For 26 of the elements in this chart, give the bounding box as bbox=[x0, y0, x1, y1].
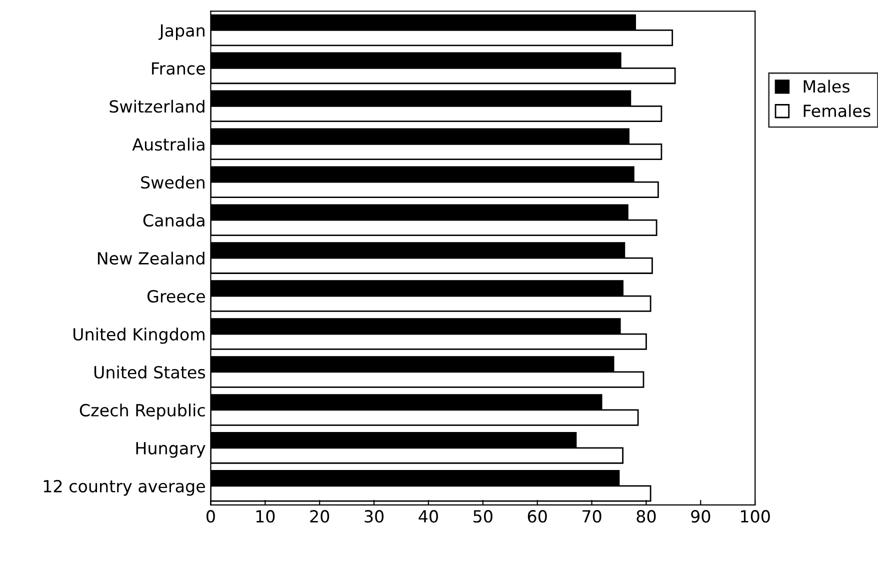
y-tick-label: Hungary bbox=[136, 442, 206, 458]
y-tick-label: Sweden bbox=[141, 176, 204, 189]
legend-label: Males bbox=[804, 80, 850, 93]
x-tick-label: 20 bbox=[310, 510, 330, 523]
x-tick-label: 50 bbox=[474, 510, 492, 523]
x-tick-label: 70 bbox=[582, 510, 602, 523]
y-tick-label: Greece bbox=[147, 290, 205, 303]
x-tick-label: 10 bbox=[256, 510, 275, 523]
y-tick-label: Switzerland bbox=[110, 100, 204, 113]
x-tick-label: 80 bbox=[636, 510, 656, 523]
y-tick-label: United States bbox=[94, 366, 206, 379]
x-tick-label: 40 bbox=[418, 510, 438, 523]
y-tick-label: New Zealand bbox=[98, 252, 204, 265]
legend-label: Females bbox=[804, 104, 870, 118]
y-tick-label: Japan bbox=[158, 24, 204, 40]
y-tick-label: Canada bbox=[143, 214, 204, 227]
x-tick-label: 90 bbox=[691, 510, 710, 523]
y-tick-label: Czech Republic bbox=[80, 404, 205, 420]
x-tick-label: 30 bbox=[364, 510, 384, 523]
x-tick-label: 100 bbox=[741, 510, 770, 523]
x-tick-label: 0 bbox=[206, 510, 215, 523]
x-tick-label: 60 bbox=[528, 510, 547, 523]
y-tick-label: France bbox=[152, 62, 205, 75]
y-tick-label: Australia bbox=[132, 138, 204, 151]
y-tick-label: 12 country average bbox=[44, 480, 205, 496]
y-tick-label: United Kingdom bbox=[74, 328, 204, 344]
